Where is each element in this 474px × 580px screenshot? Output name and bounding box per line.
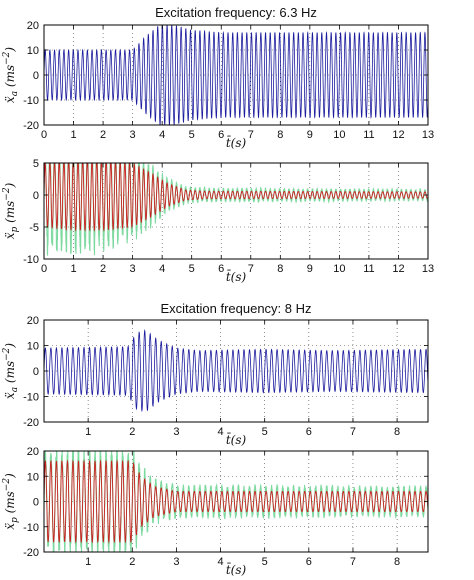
y-tick-label: 0 [33, 70, 39, 82]
series-main [44, 163, 428, 232]
y-tick-label: 5 [33, 158, 39, 170]
x-tick-label: 2 [129, 426, 135, 438]
y-tick-label: 10 [27, 45, 39, 57]
x-tick-label: 11 [363, 129, 374, 141]
x-tick-label: 6 [306, 426, 312, 438]
x-tick-label: 1 [70, 129, 76, 141]
y-tick-label: -5 [29, 222, 39, 234]
x-tick-label: 8 [394, 426, 400, 438]
x-axis-label: t̄(s) [226, 134, 247, 150]
x-tick-label: 6 [218, 263, 224, 275]
x-tick-label: 6 [218, 129, 224, 141]
x-tick-label: 5 [262, 426, 268, 438]
x-tick-label: 6 [306, 556, 312, 568]
y-tick-label: -20 [23, 120, 39, 132]
x-tick-label: 8 [394, 556, 400, 568]
chart-title-8hz: Excitation frequency: 8 Hz [160, 301, 311, 316]
x-tick-label: 5 [189, 129, 195, 141]
x-tick-label: 1 [70, 263, 76, 275]
x-tick-label: 0 [41, 129, 47, 141]
y-tick-label: 0 [33, 366, 39, 378]
series-main [44, 459, 428, 544]
y-tick-label: 20 [27, 315, 39, 327]
x-tick-label: 9 [307, 263, 313, 275]
x-tick-label: 0 [41, 263, 47, 275]
x-tick-label: 13 [422, 263, 434, 275]
x-tick-label: 8 [277, 263, 283, 275]
x-tick-label: 11 [363, 263, 374, 275]
y-tick-label: -20 [23, 417, 39, 429]
y-tick-label: -10 [23, 95, 39, 107]
x-tick-label: 3 [173, 426, 179, 438]
y-tick-label: 10 [27, 471, 39, 483]
x-axis-label: t̄(s) [226, 561, 247, 577]
panel-8hz-xp: 1 2 3 4 5 6 7 8 -20 -10 0 10 20 t̄(s) ẍp (ms−2) [2, 446, 429, 577]
y-tick-label: 0 [33, 497, 39, 509]
x-tick-label: 5 [262, 556, 268, 568]
x-tick-label: 2 [129, 556, 135, 568]
x-tick-label: 7 [248, 129, 254, 141]
y-tick-label: -10 [23, 392, 39, 404]
x-tick-label: 3 [130, 129, 136, 141]
y-tick-label: 20 [27, 446, 39, 458]
x-tick-label: 10 [333, 263, 345, 275]
plot-frame [43, 162, 429, 260]
y-axis-label: ẍp (ms−2) [2, 473, 20, 530]
x-tick-label: 13 [422, 129, 434, 141]
x-tick-label: 8 [277, 129, 283, 141]
x-tick-label: 5 [189, 263, 195, 275]
x-axis-label: t̄(s) [226, 431, 247, 447]
series-main [44, 25, 428, 125]
x-tick-label: 4 [217, 426, 223, 438]
y-axis-label: ẍp (ms−2) [2, 182, 20, 239]
x-tick-label: 2 [100, 263, 106, 275]
plot-area [44, 163, 428, 259]
y-tick-label: -10 [23, 254, 39, 266]
x-axis-label: t̄(s) [226, 268, 247, 284]
x-tick-label: 12 [392, 263, 404, 275]
y-tick-label: -20 [23, 547, 39, 559]
y-tick-label: 0 [33, 190, 39, 202]
x-tick-label: 7 [248, 263, 254, 275]
x-tick-label: 4 [159, 129, 165, 141]
x-tick-label: 3 [130, 263, 136, 275]
x-tick-label: 10 [333, 129, 345, 141]
x-tick-label: 4 [217, 556, 223, 568]
x-tick-label: 1 [85, 426, 91, 438]
panel-8hz-xa: 1 2 3 4 5 6 7 8 -20 -10 0 10 20 t̄(s) ẍa (ms−2) [2, 315, 429, 447]
x-tick-label: 4 [159, 263, 165, 275]
x-tick-label: 1 [85, 556, 91, 568]
x-tick-label: 7 [350, 556, 356, 568]
y-axis-label: ẍa (ms−2) [2, 47, 20, 103]
x-tick-label: 3 [173, 556, 179, 568]
x-tick-label: 2 [100, 129, 106, 141]
y-tick-label: -10 [23, 522, 39, 534]
x-tick-label: 7 [350, 426, 356, 438]
series-main [44, 329, 428, 413]
chart-title-6-3hz: Excitation frequency: 6.3 Hz [155, 5, 317, 20]
x-tick-label: 9 [307, 129, 313, 141]
x-tick-label: 12 [392, 129, 404, 141]
y-tick-label: 20 [27, 20, 39, 32]
y-axis-label: ẍa (ms−2) [2, 343, 20, 399]
y-tick-label: 10 [27, 341, 39, 353]
